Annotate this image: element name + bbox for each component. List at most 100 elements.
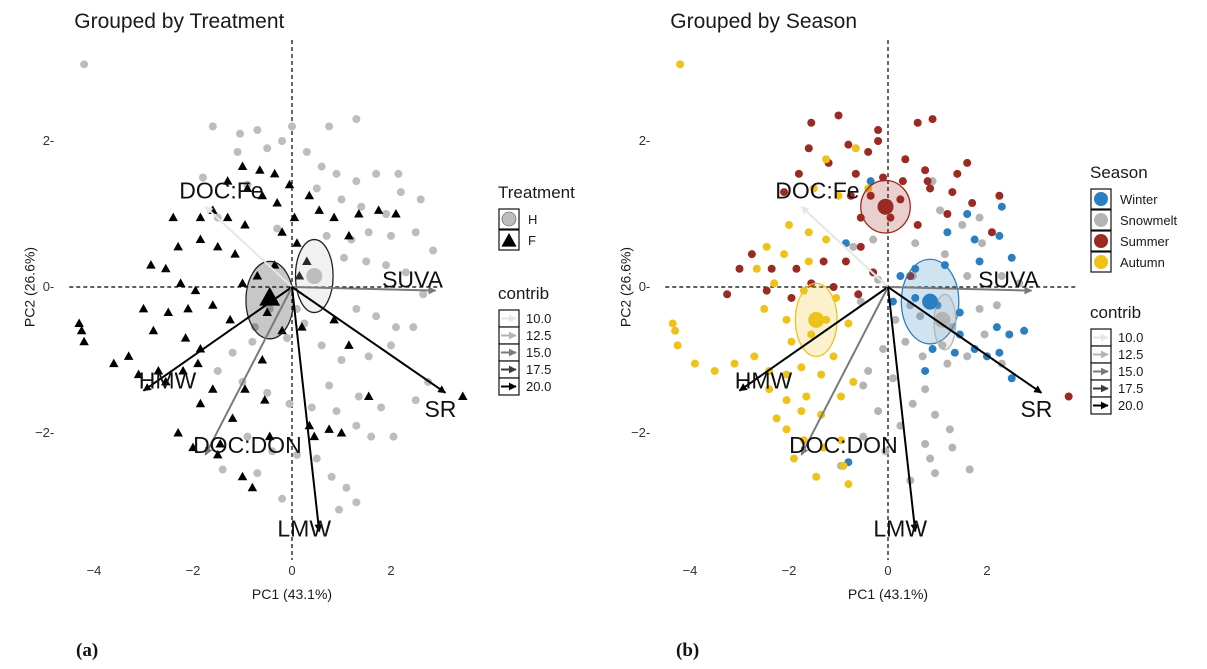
data-point-f <box>237 278 248 287</box>
data-point-summer <box>995 191 1004 200</box>
data-point-summer <box>901 155 910 164</box>
data-point-h <box>278 494 287 503</box>
data-point-h <box>302 147 311 156</box>
data-point-autumn <box>782 396 791 405</box>
data-point-snowmelt <box>918 352 927 361</box>
data-point-snowmelt <box>965 465 974 474</box>
data-point-h <box>372 312 381 321</box>
data-point-f <box>195 398 206 408</box>
data-point-h <box>312 454 321 463</box>
data-point-autumn <box>849 377 858 386</box>
data-point-autumn <box>807 330 816 339</box>
group-mean-winter <box>922 293 939 310</box>
data-point-summer <box>807 118 816 127</box>
data-point-h <box>352 177 361 186</box>
data-point-f <box>161 376 171 386</box>
legend-key-summer <box>1094 234 1108 248</box>
data-point-summer <box>762 286 771 295</box>
data-point-summer <box>926 184 935 193</box>
variable-label-doc-fe: DOC:Fe <box>775 178 859 204</box>
data-point-f <box>146 260 156 269</box>
data-point-h <box>213 366 222 375</box>
data-point-f <box>336 428 347 437</box>
data-point-summer <box>948 188 957 197</box>
data-point-snowmelt <box>926 454 935 463</box>
data-point-f <box>222 212 233 222</box>
data-point-summer <box>898 177 907 186</box>
data-point-autumn <box>802 392 811 401</box>
data-point-summer <box>1064 392 1073 401</box>
data-point-f <box>257 190 268 200</box>
group-mean-h <box>306 268 323 285</box>
data-point-autumn <box>772 414 781 423</box>
data-point-autumn <box>844 480 853 489</box>
data-point-autumn <box>829 352 838 361</box>
data-point-winter <box>896 272 905 281</box>
data-point-h <box>354 392 363 401</box>
data-point-h <box>394 169 403 178</box>
data-point-snowmelt <box>916 312 925 321</box>
data-point-summer <box>747 250 756 259</box>
data-point-h <box>317 341 326 350</box>
data-point-autumn <box>782 370 791 379</box>
data-point-winter <box>1007 374 1016 383</box>
data-point-f <box>304 190 315 200</box>
loading-arrow-doc-fe <box>204 205 293 288</box>
data-point-f <box>183 303 193 313</box>
data-point-autumn <box>750 352 759 361</box>
data-point-snowmelt <box>963 272 972 281</box>
data-point-f <box>227 413 238 422</box>
data-point-summer <box>735 264 744 273</box>
x-tick-label: −4 <box>87 563 102 578</box>
data-point-summer <box>856 242 865 251</box>
data-point-f <box>153 365 164 375</box>
group-mean-f <box>259 286 281 306</box>
data-point-autumn <box>782 425 791 434</box>
data-point-h <box>342 483 351 492</box>
data-point-f <box>344 340 354 349</box>
data-point-summer <box>841 257 850 266</box>
data-point-f <box>190 285 201 295</box>
data-point-autumn <box>819 443 828 452</box>
data-point-summer <box>968 199 977 208</box>
group-mean-snowmelt <box>934 311 951 328</box>
variable-label-doc-don: DOC:DON <box>193 432 302 458</box>
data-point-autumn <box>730 359 739 368</box>
data-point-h <box>357 202 366 211</box>
data-point-f <box>237 161 248 171</box>
data-point-h <box>325 381 334 390</box>
data-point-autumn <box>765 385 774 394</box>
legend-title-groups: Treatment <box>498 183 575 202</box>
data-point-summer <box>879 173 888 182</box>
loading-arrow-lmw <box>887 286 919 533</box>
data-point-f <box>222 176 233 185</box>
data-point-f <box>363 391 374 400</box>
data-point-snowmelt <box>978 239 987 248</box>
data-point-snowmelt <box>958 220 967 229</box>
x-axis-label: PC1 (43.1%) <box>252 586 332 602</box>
data-point-f <box>148 325 159 335</box>
data-point-f <box>324 424 334 433</box>
variable-label-hmw: HMW <box>735 368 793 394</box>
legend-label-autumn: Autumn <box>1120 255 1165 270</box>
data-point-summer <box>874 126 883 135</box>
legend-label-contrib: 15.0 <box>526 345 551 360</box>
y-tick-label: 0- <box>639 279 651 294</box>
data-point-summer <box>834 111 843 120</box>
loading-arrow-suva <box>291 286 437 295</box>
data-point-autumn <box>804 257 813 266</box>
legend-label-contrib: 20.0 <box>1118 398 1143 413</box>
loading-arrow-hmw <box>738 286 889 392</box>
data-point-f <box>260 395 270 404</box>
data-point-h <box>391 323 400 332</box>
variable-label-lmw: LMW <box>277 516 331 542</box>
data-point-h <box>327 472 336 481</box>
data-point-snowmelt <box>963 352 972 361</box>
data-point-autumn <box>797 363 806 372</box>
data-point-snowmelt <box>948 443 957 452</box>
data-point-f <box>294 271 305 280</box>
group-mean-summer <box>877 198 894 215</box>
loading-arrow-hmw <box>142 286 293 392</box>
data-point-f <box>161 263 171 273</box>
